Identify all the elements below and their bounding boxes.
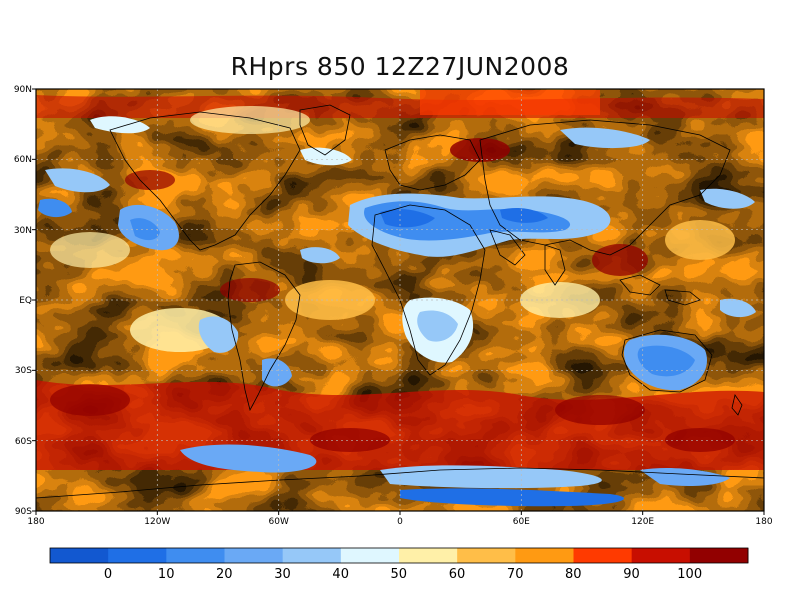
lat-tick-label: 90S xyxy=(15,507,32,517)
colorbar-segment xyxy=(515,548,574,563)
coastlines xyxy=(36,104,764,499)
colorbar-frame xyxy=(49,547,749,564)
lat-tick-label: EQ xyxy=(19,296,32,306)
lat-tick-label: 30S xyxy=(15,366,32,376)
colorbar-segment xyxy=(282,548,342,563)
colorbar-label: 80 xyxy=(565,567,582,582)
axis-ticks xyxy=(32,88,765,515)
colorbar xyxy=(49,547,749,564)
colorbar-segment xyxy=(631,548,691,563)
humidity-field xyxy=(36,89,764,511)
colorbar-segment xyxy=(166,548,225,563)
lat-tick-label: 90N xyxy=(14,85,32,95)
colorbar-labels: 0 10 20 30 40 50 60 70 80 90 100 xyxy=(104,567,702,582)
lat-tick-label: 60S xyxy=(15,437,32,447)
gridlines xyxy=(36,89,764,511)
colorbar-label: 50 xyxy=(391,567,408,582)
colorbar-segment xyxy=(108,548,167,563)
colorbar-segment xyxy=(399,548,458,563)
lon-tick-label: 60E xyxy=(513,517,530,527)
lon-tick-label: 120W xyxy=(144,517,170,527)
colorbar-label: 20 xyxy=(216,567,233,582)
colorbar-segment xyxy=(50,548,109,563)
lon-tick-label: 0 xyxy=(397,517,403,527)
colorbar-label: 30 xyxy=(274,567,291,582)
lon-tick-label: 60W xyxy=(269,517,289,527)
colorbar-label: 10 xyxy=(158,567,175,582)
lon-tick-label: 120E xyxy=(631,517,654,527)
colorbar-segment xyxy=(573,548,633,563)
latitude-axis: 90N 60N 30N EQ 30S 60S 90S xyxy=(14,85,32,517)
colorbar-label: 60 xyxy=(449,567,466,582)
colorbar-segment xyxy=(340,548,400,563)
lon-tick-label: 180 xyxy=(755,517,772,527)
map-title: RHprs 850 12Z27JUN2008 xyxy=(230,52,570,81)
lon-tick-label: 180 xyxy=(27,517,44,527)
colorbar-label: 90 xyxy=(623,567,640,582)
lat-tick-label: 60N xyxy=(14,155,32,165)
colorbar-label: 70 xyxy=(507,567,524,582)
colorbar-label: 100 xyxy=(677,567,702,582)
colorbar-segment xyxy=(224,548,284,563)
colorbar-label: 40 xyxy=(332,567,349,582)
colorbar-label: 0 xyxy=(104,567,112,582)
longitude-axis: 180 120W 60W 0 60E 120E 180 xyxy=(27,517,772,527)
colorbar-segment xyxy=(457,548,516,563)
lat-tick-label: 30N xyxy=(14,226,32,236)
colorbar-segment xyxy=(689,548,749,563)
